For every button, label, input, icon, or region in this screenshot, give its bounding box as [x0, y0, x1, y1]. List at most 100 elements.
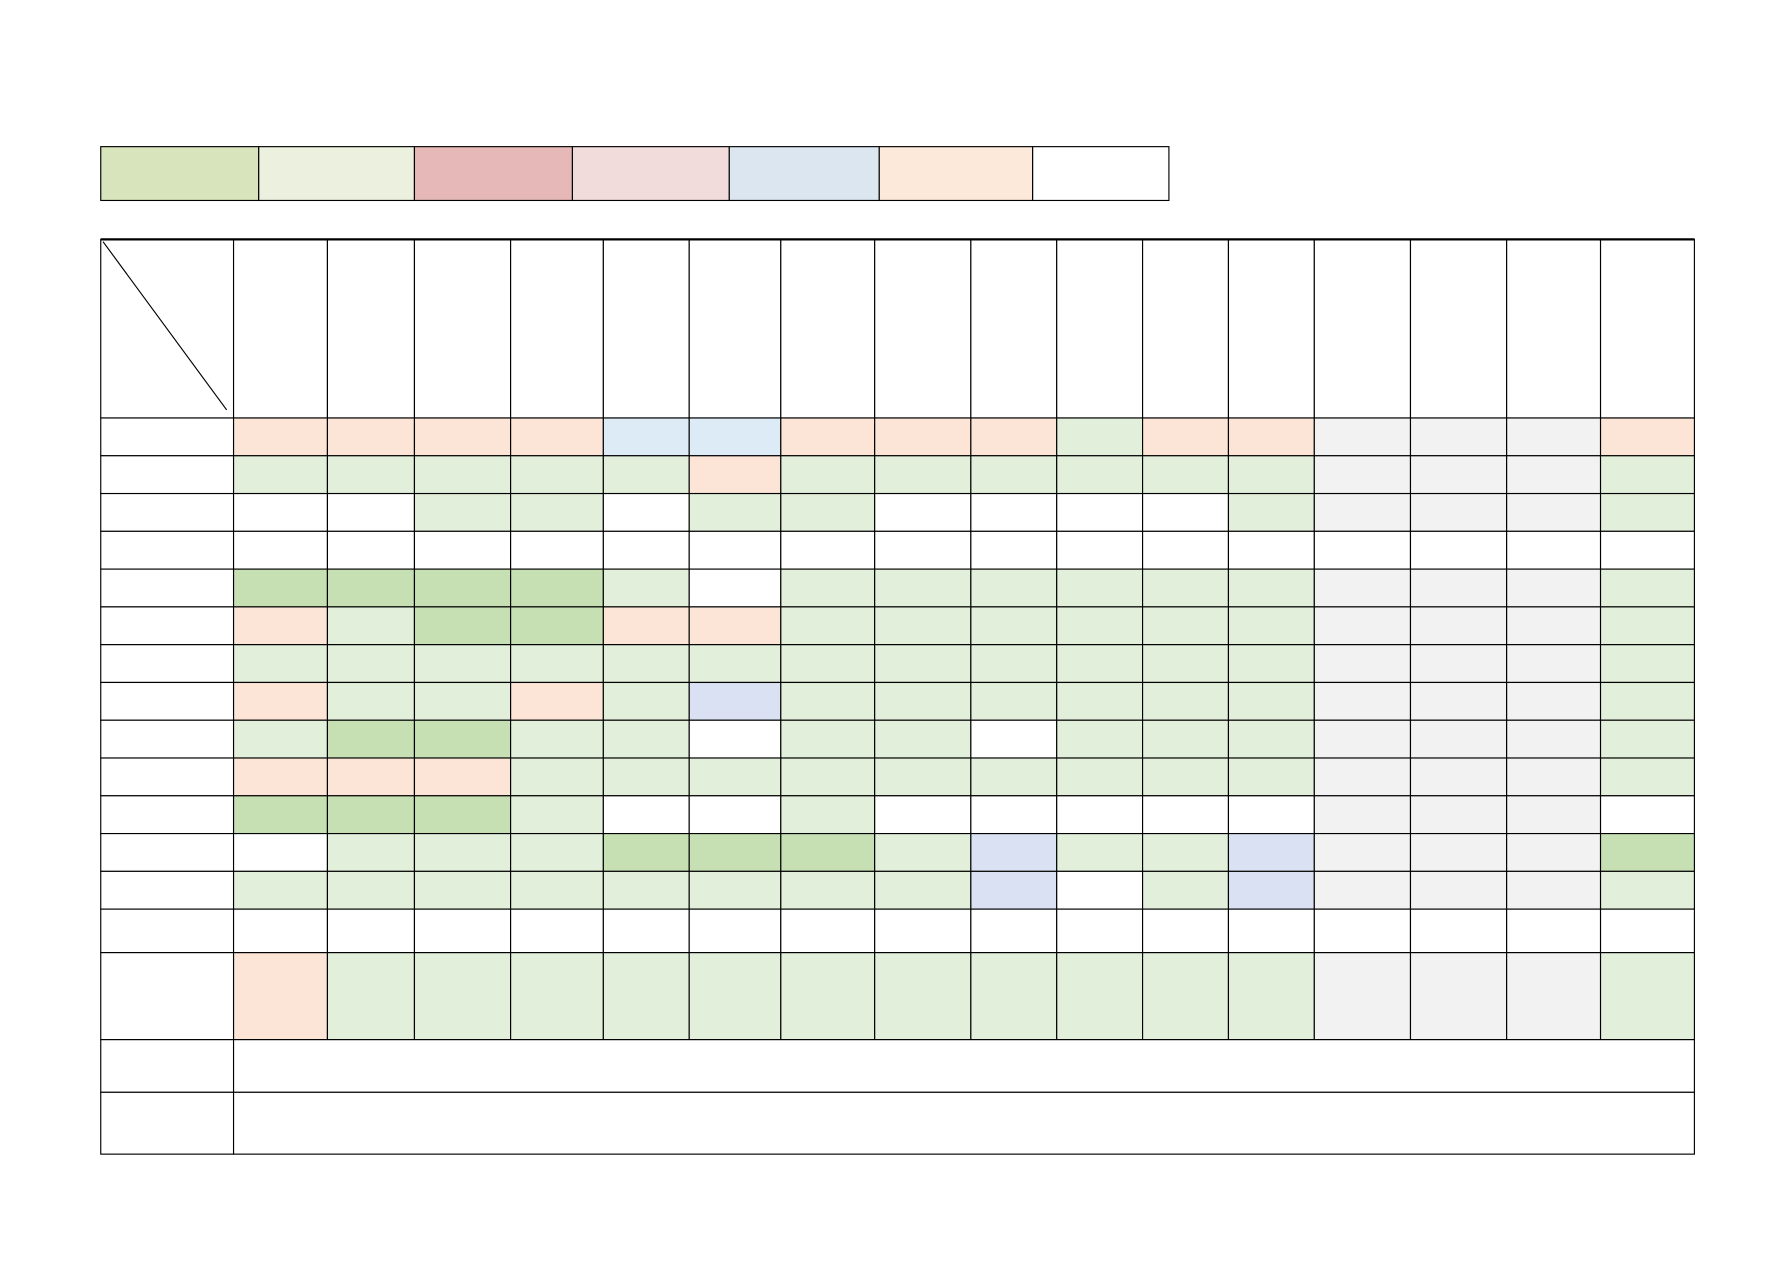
cell: [413, 681, 512, 721]
cell: [970, 417, 1058, 457]
cell: [510, 757, 604, 797]
cell: [874, 719, 972, 759]
cell: [1409, 455, 1508, 495]
cell: [1313, 568, 1412, 608]
cell: [232, 455, 329, 495]
cell: [780, 908, 876, 954]
cell: [413, 795, 512, 835]
cell: [780, 719, 876, 759]
cell: [1227, 455, 1315, 495]
cell: [1227, 606, 1315, 646]
cell: [1599, 530, 1695, 570]
cell: [780, 681, 876, 721]
cell: [688, 832, 782, 872]
row-label-cell: [100, 568, 235, 608]
legend-box: [258, 146, 416, 202]
row-label-cell: [100, 952, 235, 1041]
cell: [326, 795, 416, 835]
cell: [1599, 681, 1695, 721]
cell: [1142, 870, 1230, 910]
cell: [510, 952, 604, 1041]
header-cell: [602, 238, 690, 419]
cell: [510, 644, 604, 684]
header-cell: [1056, 238, 1144, 419]
cell: [602, 455, 690, 495]
cell: [326, 719, 416, 759]
cell: [970, 530, 1058, 570]
cell: [1599, 492, 1695, 532]
cell: [1599, 455, 1695, 495]
header-cell: [780, 238, 876, 419]
cell: [780, 492, 876, 532]
cell: [874, 455, 972, 495]
cell: [1313, 719, 1412, 759]
cell: [780, 644, 876, 684]
cell: [1056, 568, 1144, 608]
cell: [1599, 832, 1695, 872]
cell: [688, 870, 782, 910]
cell: [970, 832, 1058, 872]
cell: [780, 952, 876, 1041]
row-label-cell: [100, 870, 235, 910]
cell: [413, 455, 512, 495]
cell: [1409, 568, 1508, 608]
header-cell: [1313, 238, 1412, 419]
header-cell: [1227, 238, 1315, 419]
cell: [326, 568, 416, 608]
cell: [970, 455, 1058, 495]
cell: [326, 832, 416, 872]
cell: [688, 492, 782, 532]
merged-cell: [232, 1091, 1695, 1155]
cell: [326, 952, 416, 1041]
cell: [1313, 681, 1412, 721]
cell: [1599, 606, 1695, 646]
cell: [1227, 952, 1315, 1041]
header-cell: [688, 238, 782, 419]
cell: [1409, 606, 1508, 646]
cell: [970, 568, 1058, 608]
cell: [1142, 908, 1230, 954]
cell: [232, 681, 329, 721]
cell: [602, 719, 690, 759]
cell: [1313, 908, 1412, 954]
cell: [232, 832, 329, 872]
header-cell: [874, 238, 972, 419]
cell: [1227, 832, 1315, 872]
header-cell: [1506, 238, 1602, 419]
cell: [688, 455, 782, 495]
cell: [232, 417, 329, 457]
cell: [602, 952, 690, 1041]
cell: [510, 568, 604, 608]
cell: [1313, 795, 1412, 835]
cell: [413, 870, 512, 910]
cell: [688, 681, 782, 721]
cell: [1506, 644, 1602, 684]
cell: [326, 644, 416, 684]
cell: [1506, 757, 1602, 797]
cell: [1506, 681, 1602, 721]
cell: [232, 908, 329, 954]
cell: [1506, 606, 1602, 646]
cell: [1313, 870, 1412, 910]
cell: [1409, 795, 1508, 835]
cell: [1056, 417, 1144, 457]
cell: [602, 644, 690, 684]
cell: [602, 832, 690, 872]
cell: [1056, 908, 1144, 954]
table: [100, 238, 1695, 1155]
cell: [510, 870, 604, 910]
cell: [1313, 952, 1412, 1041]
cell: [780, 455, 876, 495]
cell: [1599, 952, 1695, 1041]
cell: [1599, 870, 1695, 910]
cell: [232, 644, 329, 684]
cell: [1227, 644, 1315, 684]
cell: [413, 606, 512, 646]
cell: [602, 530, 690, 570]
cell: [874, 417, 972, 457]
cell: [602, 908, 690, 954]
row-label-cell: [100, 417, 235, 457]
cell: [970, 908, 1058, 954]
cell: [1409, 952, 1508, 1041]
